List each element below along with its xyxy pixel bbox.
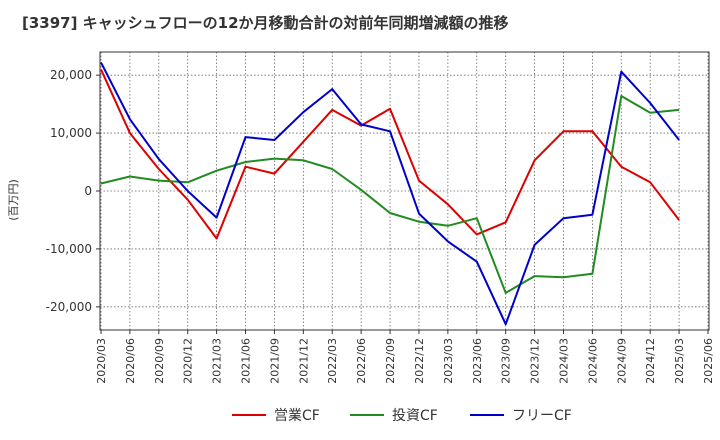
y-tick-label: 0 <box>84 184 92 198</box>
x-tick-label: 2025/06 <box>702 338 715 384</box>
y-axis-ticks: 20,000 10,000 0 -10,000 -20,000 <box>46 68 100 314</box>
x-tick-label: 2024/12 <box>644 338 657 384</box>
y-tick-label: 10,000 <box>50 126 92 140</box>
x-tick-label: 2023/03 <box>442 338 455 384</box>
x-tick-label: 2021/03 <box>211 338 224 384</box>
x-tick-label: 2020/09 <box>153 338 166 384</box>
x-tick-label: 2024/03 <box>557 338 570 384</box>
x-tick-label: 2022/06 <box>355 338 368 384</box>
series-lines <box>100 61 680 326</box>
x-tick-label: 2023/06 <box>471 338 484 384</box>
legend-label: 投資CF <box>392 408 438 424</box>
y-tick-label: 20,000 <box>50 68 92 82</box>
legend-label: フリーCF <box>512 408 572 424</box>
x-tick-label: 2022/12 <box>413 338 426 384</box>
x-tick-label: 2020/12 <box>182 338 195 384</box>
y-tick-label: -10,000 <box>46 242 92 256</box>
y-axis-label: (百万円) <box>7 179 20 221</box>
series-line-フリーCF <box>100 61 680 326</box>
y-tick-label: -20,000 <box>46 300 92 314</box>
x-tick-label: 2021/12 <box>297 338 310 384</box>
series-line-投資CF <box>100 95 680 294</box>
legend: 営業CF 投資CF フリーCF <box>232 408 572 424</box>
chart-title: [3397] キャッシュフローの12か月移動合計の対前年同期増減額の推移 <box>22 14 509 32</box>
x-tick-label: 2023/09 <box>500 338 513 384</box>
x-tick-label: 2020/06 <box>124 338 137 384</box>
x-axis-ticks: 2020/03 2020/06 2020/09 2020/12 2021/03 2021/… <box>95 330 715 384</box>
x-tick-label: 2021/09 <box>268 338 281 384</box>
x-tick-label: 2021/06 <box>240 338 253 384</box>
x-tick-label: 2020/03 <box>95 338 108 384</box>
grid <box>100 52 709 330</box>
series-line-営業CF <box>100 68 680 240</box>
legend-label: 営業CF <box>274 408 320 424</box>
x-tick-label: 2022/03 <box>326 338 339 384</box>
x-tick-label: 2025/03 <box>673 338 686 384</box>
x-tick-label: 2024/09 <box>615 338 628 384</box>
x-tick-label: 2023/12 <box>529 338 542 384</box>
x-tick-label: 2022/09 <box>384 338 397 384</box>
x-tick-label: 2024/06 <box>586 338 599 384</box>
